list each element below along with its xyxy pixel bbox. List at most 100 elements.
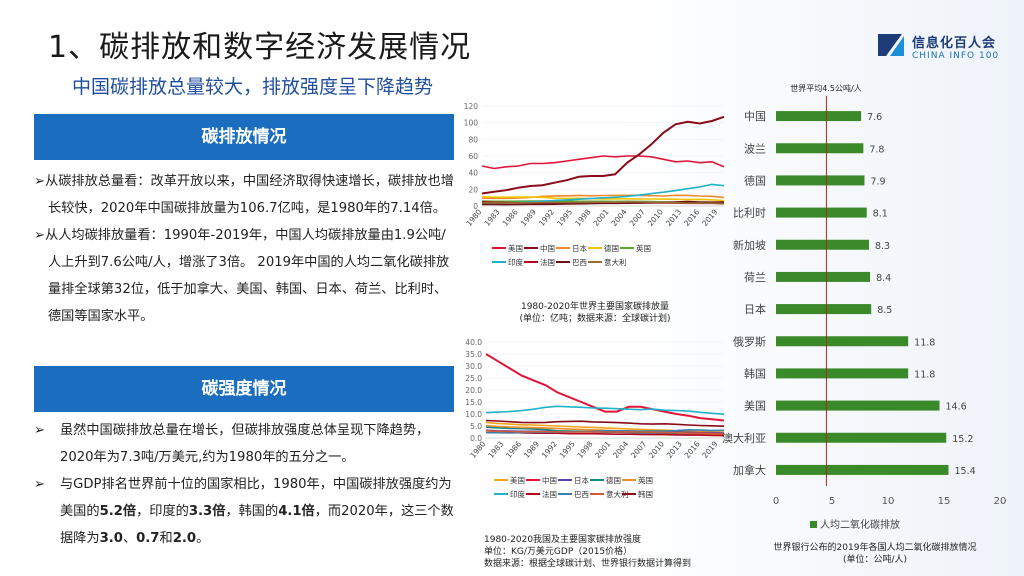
page-subtitle: 中国碳排放总量较大，排放强度呈下降趋势 <box>72 76 434 98</box>
x-tick-label: 2004 <box>611 439 630 460</box>
x-tick-label: 10 <box>882 496 895 507</box>
compare-sep-2: 和 <box>159 531 173 546</box>
value-label: 7.9 <box>870 176 885 187</box>
series-line-中国 <box>485 353 725 422</box>
y-tick-label: 30.0 <box>465 362 482 371</box>
value-label: 8.4 <box>876 273 891 284</box>
value-label: 15.2 <box>952 434 973 445</box>
x-tick-label: 5 <box>829 496 835 507</box>
page-title: 1、碳排放和数字经济发展情况 <box>48 30 472 65</box>
bullet-marker: ➢ <box>34 423 46 438</box>
compare-end: 。 <box>196 531 210 546</box>
category-label: 美国 <box>744 400 766 413</box>
compare-text-c: ，印度的 <box>136 504 189 519</box>
value-label: 11.8 <box>914 369 935 380</box>
usa-ratio-2020: 3.0 <box>99 531 123 546</box>
y-tick-label: 100 <box>464 119 479 128</box>
legend-label: 日本 <box>572 243 587 253</box>
value-label: 7.8 <box>869 144 884 155</box>
category-label: 中国 <box>744 110 766 123</box>
value-label: 8.1 <box>873 209 888 220</box>
x-tick-label: 1992 <box>537 207 556 228</box>
series-line-印度 <box>485 405 725 415</box>
legend-label: 印度 <box>508 257 523 267</box>
x-tick-label: 2016 <box>683 439 702 460</box>
compare-text-e: ，韩国的 <box>225 504 279 519</box>
bar-比利时 <box>776 207 867 218</box>
intensity-trend-paragraph: ➢ 虽然中国碳排放总量在增长，但碳排放强度总体呈现下降趋势，2020年为7.3吨/… <box>34 417 456 471</box>
category-label: 加拿大 <box>733 463 766 477</box>
y-tick-label: 25.0 <box>465 374 482 383</box>
y-tick-label: 10.0 <box>465 410 482 419</box>
y-tick-label: 0 <box>473 202 478 211</box>
total-caption-line1: 1980-2020年世界主要国家碳排放量 <box>520 302 670 312</box>
legend-label: 德国 <box>604 243 619 253</box>
intensity-chart: 0.05.010.015.020.025.030.035.040.0198019… <box>465 338 725 499</box>
legend-swatch <box>810 521 817 528</box>
legend-label: 巴西 <box>574 490 589 499</box>
legend-label: 英国 <box>636 243 651 253</box>
x-tick-label: 1989 <box>519 207 538 228</box>
x-tick-label: 2019 <box>700 439 719 460</box>
intensity-caption: 1980-2020我国及主要国家碳排放强度 单位：KG/万美元GDP（2015价… <box>484 534 691 570</box>
series-line-美国 <box>481 155 725 170</box>
x-tick-label: 1998 <box>575 439 594 460</box>
emission-total-paragraph: ➢从碳排放总量看：改革开放以来，中国经济取得快速增长，碳排放也增长较快，2020… <box>34 168 456 222</box>
emission-text: ➢从碳排放总量看：改革开放以来，中国经济取得快速增长，碳排放也增长较快，2020… <box>34 168 456 330</box>
x-tick-label: 2007 <box>628 207 647 228</box>
logo-mark-icon <box>878 34 904 56</box>
x-tick-label: 15 <box>938 496 951 507</box>
x-tick-label: 2019 <box>700 207 719 228</box>
series-line-美国 <box>485 421 725 433</box>
value-label: 8.5 <box>877 305 892 316</box>
x-tick-label: 1986 <box>504 439 523 460</box>
legend-label: 巴西 <box>572 258 587 267</box>
y-tick-label: 80 <box>468 135 478 144</box>
total-emission-caption: 1980-2020年世界主要国家碳排放量 (单位：亿吨；数据来源：全球碳计划) <box>510 301 680 325</box>
bar-新加坡 <box>776 239 869 250</box>
bar-澳大利亚 <box>776 432 947 443</box>
series-line-巴西 <box>486 428 725 434</box>
logo: 信息化百人会 CHINA INFO 100 <box>876 30 1006 70</box>
x-tick-label: 1995 <box>558 439 577 460</box>
bar-日本 <box>776 304 872 315</box>
series-line-意大利 <box>485 430 725 435</box>
category-label: 俄罗斯 <box>733 335 766 348</box>
y-tick-label: 0.0 <box>470 434 482 443</box>
value-label: 7.6 <box>867 112 882 123</box>
legend-label: 中国 <box>540 243 555 253</box>
intensity-caption-line2: 单位：KG/万美元GDP（2015价格） <box>484 547 633 557</box>
series-line-巴西 <box>481 200 725 206</box>
intensity-caption-line3: 数据来源：根据全球碳计划、世界银行数据计算得到 <box>484 559 692 569</box>
usa-ratio: 5.2倍 <box>99 504 137 519</box>
korea-ratio: 4.1倍 <box>278 504 315 519</box>
y-tick-label: 20 <box>468 185 478 194</box>
value-label: 11.8 <box>914 337 935 348</box>
legend-label: 日本 <box>574 475 589 485</box>
legend-label: 英国 <box>638 475 653 485</box>
bar-俄罗斯 <box>776 336 909 347</box>
section-title-emission: 碳排放情况 <box>34 114 454 160</box>
x-tick-label: 1995 <box>555 207 574 228</box>
legend-label: 美国 <box>508 243 523 253</box>
y-tick-label: 40 <box>468 169 478 178</box>
percapita-caption-line2: (单位：公吨/人) <box>842 555 908 565</box>
category-label: 比利时 <box>733 207 766 220</box>
bar-德国 <box>776 175 865 186</box>
x-tick-label: 2001 <box>593 439 612 460</box>
india-ratio-2020: 0.7 <box>136 531 160 546</box>
value-label: 15.4 <box>954 466 975 477</box>
y-tick-label: 40.0 <box>465 338 482 347</box>
x-tick-label: 2004 <box>610 207 629 228</box>
x-tick-label: 1992 <box>540 439 559 460</box>
legend-label: 意大利 <box>606 489 629 499</box>
legend-label: 法国 <box>540 257 555 267</box>
compare-sep-1: 、 <box>122 531 137 546</box>
bullet-marker: ➢ <box>34 174 46 189</box>
y-tick-label: 20.0 <box>465 386 482 395</box>
x-tick-label: 2013 <box>664 207 683 228</box>
bar-韩国 <box>776 368 909 379</box>
series-line-韩国 <box>485 419 725 427</box>
category-label: 新加坡 <box>733 238 766 252</box>
